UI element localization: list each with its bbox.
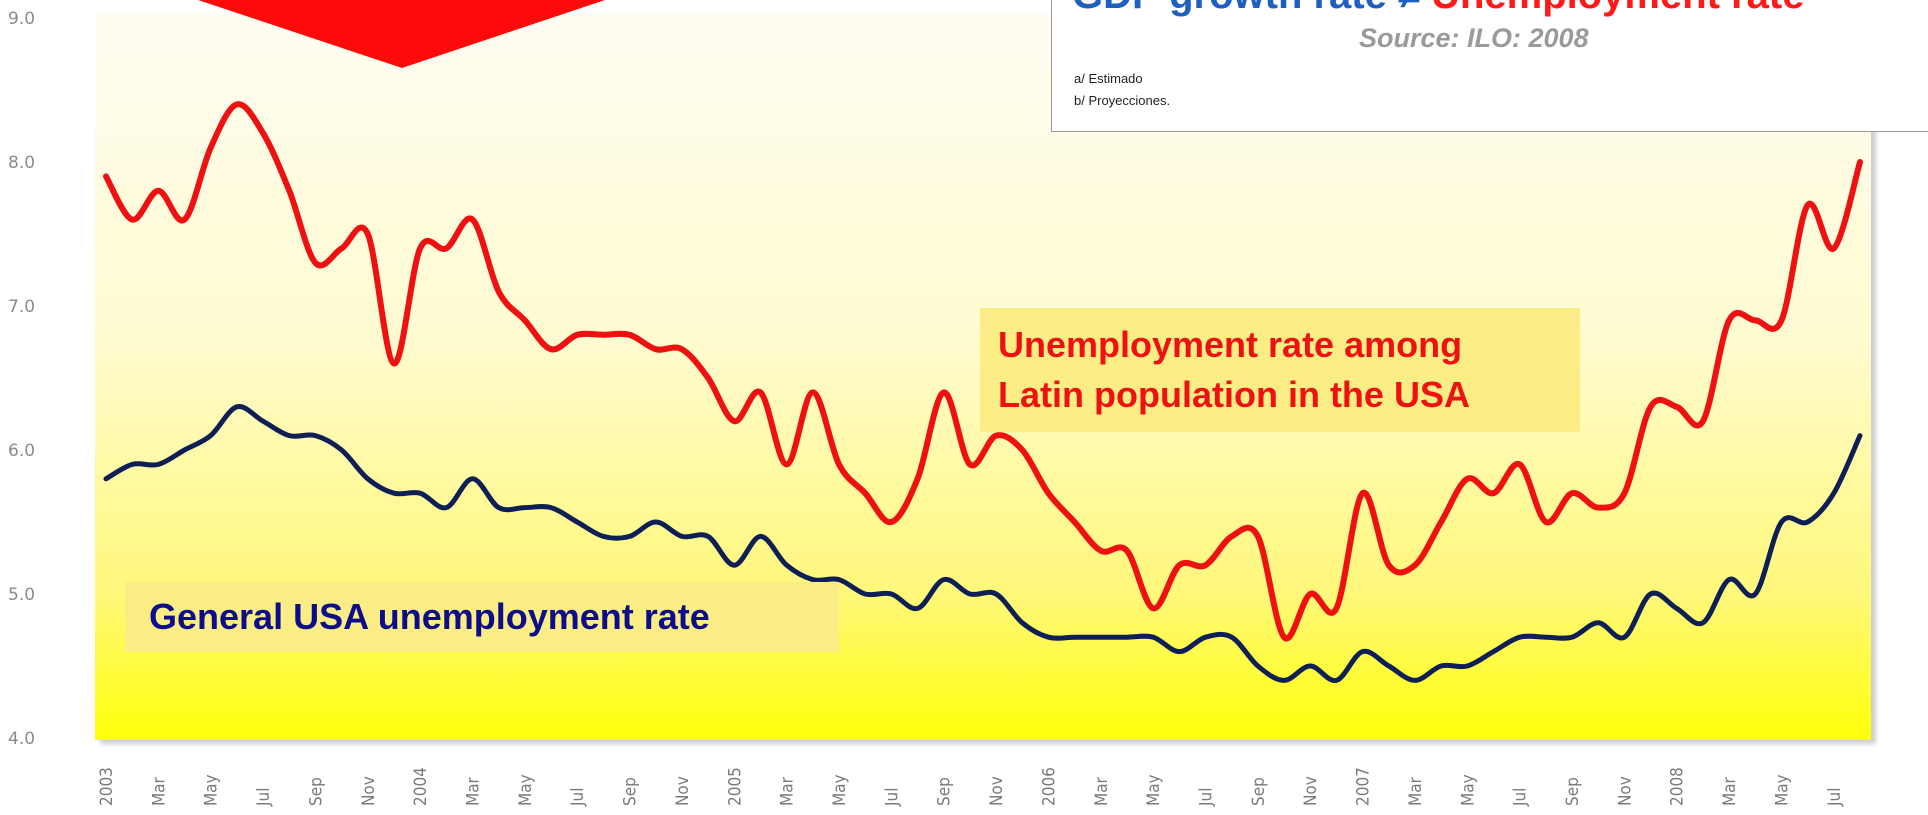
x-tick-label: 2004 [411,767,431,806]
x-tick-label: Mar [464,776,484,806]
x-tick-label: May [830,774,850,806]
x-tick-label: Sep [935,777,955,806]
source-box: GDP growth rate ≠ Unemployment rate Sour… [1051,0,1928,132]
x-tick-label: 2005 [725,767,745,806]
x-tick-label: 2007 [1354,767,1374,806]
x-tick-label: Mar [149,776,169,806]
y-tick-label: 5.0 [8,585,35,605]
x-tick-label: Jul [568,788,588,807]
general-series-label: General USA unemployment rate [125,582,839,652]
y-tick-label: 7.0 [8,297,35,317]
x-tick-label: Jul [882,788,902,807]
unemployment-title-label: Unemployment rate [1431,0,1804,17]
series-lines [103,101,1863,683]
x-tick-label: Mar [1406,776,1426,806]
source-title: GDP growth rate ≠ Unemployment rate [1072,0,1804,15]
x-tick-label: Sep [1249,777,1269,806]
source-citation: Source: ILO: 2008 [1359,23,1589,53]
y-tick-label: 6.0 [8,441,35,461]
x-tick-label: Jul [1197,788,1217,807]
x-tick-label: May [1458,774,1478,806]
not-equal-sign: ≠ [1387,0,1431,17]
down-arrow-shape [198,0,605,68]
x-tick-label: Nov [673,776,693,806]
x-tick-label: Nov [1301,776,1321,806]
x-tick-label: 2008 [1668,767,1688,806]
x-tick-label: May [1772,774,1792,806]
y-axis: 4.0 5.0 6.0 7.0 8.0 9.0 [8,9,35,749]
x-tick-label: Sep [306,777,326,806]
x-tick-label: Jul [1511,788,1531,807]
x-tick-label: Mar [778,776,798,806]
x-tick-label: May [1144,774,1164,806]
x-tick-label: May [516,774,536,806]
x-tick-label: Nov [987,776,1007,806]
note-estimado: a/ Estimado [1074,71,1143,86]
latin-unemployment-line [103,101,1863,642]
x-tick-label: Jul [254,788,274,807]
x-tick-label: Nov [1615,776,1635,806]
x-tick-label: 2006 [1039,767,1059,806]
x-tick-label: Nov [359,776,379,806]
x-tick-label: Sep [1563,777,1583,806]
x-tick-label: Mar [1720,776,1740,806]
x-tick-label: 2003 [97,767,117,806]
latin-label-line-1: Unemployment rate among [998,324,1463,365]
latin-label-line-2: Latin population in the USA [998,374,1470,415]
x-tick-label: Jul [1825,788,1845,807]
y-tick-label: 4.0 [8,729,35,749]
x-tick-label: Sep [621,777,641,806]
note-proyecciones: b/ Proyecciones. [1074,93,1171,108]
x-tick-label: Mar [1092,776,1112,806]
y-tick-label: 9.0 [8,9,35,29]
latin-series-label: Unemployment rate among Latin population… [980,308,1580,432]
gdp-growth-label: GDP growth rate [1072,0,1387,17]
x-tick-label: May [202,774,222,806]
general-unemployment-line [103,404,1863,683]
y-tick-label: 8.0 [8,153,35,173]
x-axis: 2003 Mar May Jul Sep Nov 2004 Mar May Jul Sep Nov 20… [97,767,1845,807]
